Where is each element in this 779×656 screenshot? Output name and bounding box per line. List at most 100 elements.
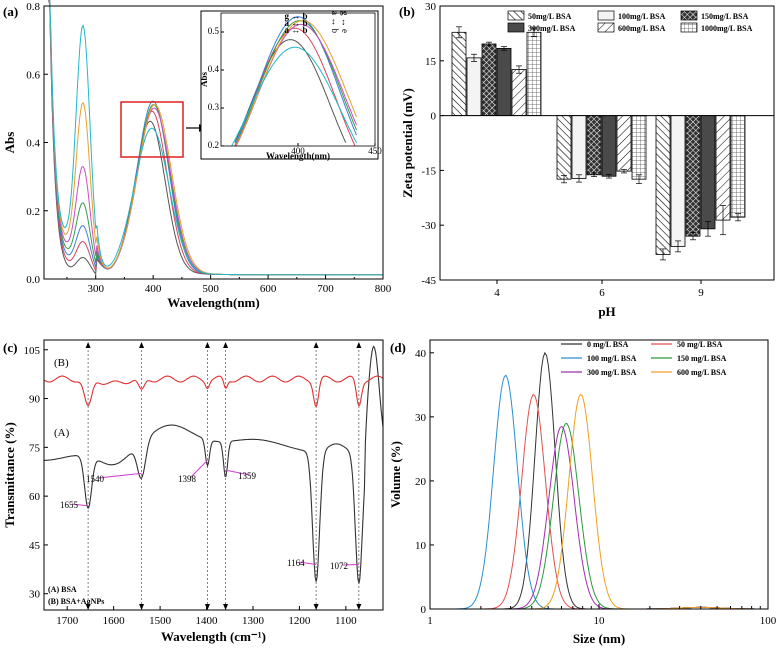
inset-y-axis-label: Abs [199,72,209,88]
x-tick-label: 1200 [288,615,311,627]
inset-curve-3 [234,16,357,147]
legend-swatch-1 [507,10,525,21]
bar-4-1 [466,57,482,117]
guide-arrow-top [204,342,210,348]
x-tick-label: 10 [594,615,606,627]
y-tick-label: 15 [425,56,437,68]
peak-leader-line [97,472,142,479]
inset-y-tick-label: 0.3 [208,102,220,112]
inset-legend-line-2: a ↔ b [284,18,307,28]
size-curve-6 [430,393,767,610]
legend-text-a: (A) BSA [48,585,77,594]
x-tick-label: 1400 [196,615,219,627]
legend-label-1: 50mg/L BSA [528,12,572,21]
bar-4-0 [451,31,467,116]
legend-label-4: 150 mg/L BSA [677,354,727,363]
y-axis-label: Volume (%) [388,441,403,508]
y-tick-label: 30 [29,589,41,601]
bar-4-2 [481,43,497,116]
legend-swatch-3 [680,10,698,21]
inset-curve-1 [234,39,347,143]
legend-label-5: 600mg/L BSA [618,24,666,33]
panel-c: 1700 1600 1500 1400 1300 1200 1100 30 45 60 75 90 10… [2,339,384,644]
y-tick-label: 30 [415,412,427,424]
curve-label-b: (B) [54,357,69,369]
size-curve-4 [430,422,767,610]
legend-swatch-4 [507,22,525,33]
legend-text-b: (B) BSA+AgNPs [48,597,104,606]
inset-frame [200,10,379,160]
inset-side-label-2: g ↔ e [340,11,350,33]
bar-6-0 [556,115,572,180]
size-curve-2 [430,393,767,610]
x-tick-label: 800 [375,283,392,295]
inset-x-tick-label: 400 [291,146,305,156]
size-curve-3 [430,374,767,610]
x-tick-label: 6 [599,287,605,299]
ftir-curve-b [43,375,384,408]
y-tick-label: 60 [29,491,41,503]
legend-label-6: 600 mg/L BSA [677,368,727,377]
peak-leader-line [341,563,359,566]
bar-9-5 [730,115,746,218]
legend-label-4: 300mg/L BSA [528,24,576,33]
y-tick-label: 0 [421,604,427,616]
y-tick-label: -30 [421,220,436,232]
y-tick-label: -15 [421,165,436,177]
y-tick-label: 30 [425,1,437,13]
legend-label-2: 50 mg/L BSA [677,340,723,349]
guide-arrow-top [356,342,362,348]
x-tick-label: 600 [260,283,277,295]
bar-6-5 [631,115,647,180]
peak-label-1359: 1359 [238,471,257,481]
peak-leader-line [225,469,251,476]
x-tick-label: 4 [494,287,500,299]
y-tick-label: 10 [415,540,427,552]
curve-label-a: (A) [54,427,70,439]
y-tick-label: 90 [29,394,41,406]
y-tick-label: 75 [29,442,41,454]
plot-frame [429,339,769,610]
x-tick-label: 500 [202,283,219,295]
inset-curve-6 [235,20,357,146]
inset-side-label-1: a ↔ b [330,11,340,33]
y-tick-label: 0.6 [26,69,40,81]
inset-legend-line-3: a ↔ b [284,25,307,35]
bar-9-2 [685,115,701,237]
bar-4-3 [496,47,512,117]
legend-swatch-5 [597,22,615,33]
bar-6-2 [586,115,602,176]
y-tick-label: 0.4 [26,138,40,150]
y-tick-label: 0 [431,111,437,123]
bar-4-5 [526,31,542,116]
y-tick-label: 0.0 [26,274,40,286]
x-tick-label: 300 [87,283,104,295]
guide-arrow-bottom [223,604,229,610]
size-curve-5 [430,425,767,610]
bar-6-3 [601,115,617,177]
peak-leader-line [71,503,89,507]
y-axis-label: Transmittance (%) [2,422,17,528]
x-tick-label: 400 [145,283,162,295]
x-axis-label: Size (nm) [573,631,625,646]
x-tick-label: 1300 [242,615,265,627]
x-axis-label: Wavelength (cm⁻¹) [161,629,266,644]
x-tick-label: 1100 [335,615,357,627]
legend-swatch-6 [680,22,698,33]
legend-label-3: 100 mg/L BSA [587,354,637,363]
y-tick-label: -45 [421,275,436,287]
x-axis-label: pH [598,304,615,319]
peak-label-1164: 1164 [287,558,305,568]
inset-y-tick-label: 0.4 [208,64,220,74]
panel-label: (b) [399,4,415,19]
peak-leader-line [298,561,317,565]
peak-leader-line [189,460,208,479]
panel-d: 1 10 100 0 10 20 30 40 Size (nm) Volume (%) (d) 0 m… [388,339,777,646]
absorbance-curve-7 [49,0,383,276]
peak-label-1398: 1398 [178,474,197,484]
legend-label-1: 0 mg/L BSA [587,340,629,349]
peak-label-1072: 1072 [330,561,348,571]
guide-arrow-top [139,342,145,348]
y-tick-label: 20 [415,476,427,488]
